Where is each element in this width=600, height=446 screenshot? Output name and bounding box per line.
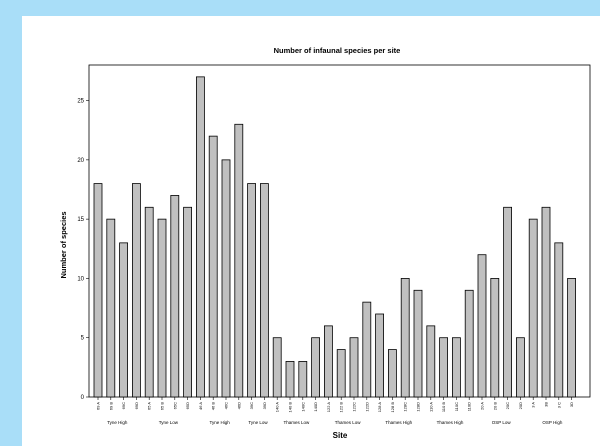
y-tick-label: 0	[81, 395, 85, 401]
x-tick-label: 128D	[416, 402, 421, 412]
site-group-label: Thames Low	[335, 420, 362, 425]
x-tick-label: 69 A	[96, 402, 101, 410]
x-tick-label: 122 A	[326, 402, 331, 413]
x-tick-label: 65 B	[160, 402, 165, 411]
bar	[285, 361, 295, 398]
site-group-label: Thames High	[437, 420, 464, 425]
x-tick-label: 140C	[300, 402, 305, 412]
x-tick-label: 110 A	[428, 402, 433, 412]
bar	[106, 218, 116, 398]
site-group-label: Tyne High	[209, 420, 230, 425]
x-tick-label: 20 A	[480, 402, 485, 410]
site-group-label: Tyne Low	[248, 420, 268, 425]
site-group-label: OSP Low	[492, 420, 512, 425]
x-tick-label: 122C	[352, 402, 357, 412]
bar-chart: Number of infaunal species per site 0 5 10…	[59, 46, 591, 440]
x-tick-label: 110D	[467, 402, 472, 411]
x-tick-label: 20D	[518, 402, 523, 409]
x-tick-label: 140D	[313, 402, 318, 412]
x-tick-label: 65C	[172, 402, 177, 409]
bar	[515, 337, 525, 398]
x-tick-label: 69C	[121, 402, 126, 409]
y-tick-label: 20	[77, 158, 84, 164]
bar	[132, 183, 141, 398]
x-tick-label: 39D	[262, 402, 267, 409]
y-axis-label: Number of species	[59, 211, 68, 278]
bar	[387, 349, 397, 398]
bar	[464, 289, 474, 398]
x-tick-label: 46 B	[211, 402, 216, 411]
x-tick-label: 122D	[364, 402, 369, 412]
chart-panel: Number of infaunal species per site 0 5 10…	[22, 16, 600, 446]
x-tick-label: 128 B	[390, 402, 395, 413]
x-tick-label: 65 A	[147, 402, 152, 410]
bar	[528, 218, 538, 398]
x-tick-label: 3 A	[531, 402, 536, 408]
x-tick-label: 69 B	[108, 402, 113, 411]
x-tick-label: 65D	[185, 402, 190, 409]
bar	[349, 337, 359, 398]
y-tick-label: 25	[77, 99, 84, 105]
bar	[375, 313, 385, 398]
bar	[183, 206, 193, 398]
x-tick-label: 20 B	[492, 402, 497, 411]
site-group-label: Tyne Low	[159, 420, 179, 425]
bar	[272, 337, 282, 398]
bar	[157, 218, 167, 398]
bar	[362, 301, 372, 398]
x-axis-label: Site	[333, 431, 348, 440]
bar	[195, 76, 205, 398]
x-tick-label: 3B	[544, 402, 549, 407]
bar	[170, 195, 180, 398]
y-tick-label: 5	[81, 336, 85, 342]
x-tick-label: 3 C	[556, 402, 561, 408]
bar	[208, 135, 218, 398]
x-tick-label: 140 A	[275, 402, 280, 413]
bar	[426, 325, 436, 398]
bar	[400, 278, 410, 398]
bar	[503, 206, 513, 398]
x-tick-label: 20C	[505, 402, 510, 409]
bar	[541, 206, 551, 398]
x-tick-label: 3D	[569, 402, 574, 407]
bar	[234, 123, 244, 398]
x-tick-label: 140 B	[288, 402, 293, 413]
x-tick-label: 39C	[249, 402, 254, 409]
x-tick-label: 46D	[236, 402, 241, 409]
bar	[490, 278, 500, 398]
bar	[451, 337, 461, 398]
bar	[477, 254, 487, 398]
x-tick-label: 110 B	[441, 402, 446, 412]
bar	[221, 159, 231, 398]
bar	[247, 183, 257, 398]
bar	[323, 325, 333, 398]
bar	[439, 337, 449, 398]
x-tick-label: 69D	[134, 402, 139, 409]
site-group-label: OSP High	[542, 420, 562, 425]
x-tick-label: 46C	[224, 402, 229, 409]
x-tick-label: 46 A	[198, 402, 203, 410]
x-tick-label: 122 B	[339, 402, 344, 413]
bar	[259, 183, 269, 398]
x-tick-label: 128C	[403, 402, 408, 412]
site-group-label: Tyne High	[107, 420, 128, 425]
x-tick-label: 128 A	[377, 402, 382, 413]
site-group-label: Thames High	[385, 420, 412, 425]
bar	[311, 337, 321, 398]
bar	[336, 349, 346, 398]
bar	[413, 289, 423, 398]
y-tick-label: 10	[77, 276, 84, 282]
x-tick-label: 110C	[454, 402, 459, 411]
y-tick-label: 15	[77, 217, 84, 223]
bar	[119, 242, 128, 398]
bar	[554, 242, 564, 398]
bar	[298, 361, 308, 398]
chart-title: Number of infaunal species per site	[274, 46, 401, 55]
bar	[144, 206, 154, 398]
site-group-label: Thames Low	[284, 420, 311, 425]
bar	[567, 278, 576, 398]
bar	[93, 183, 103, 398]
